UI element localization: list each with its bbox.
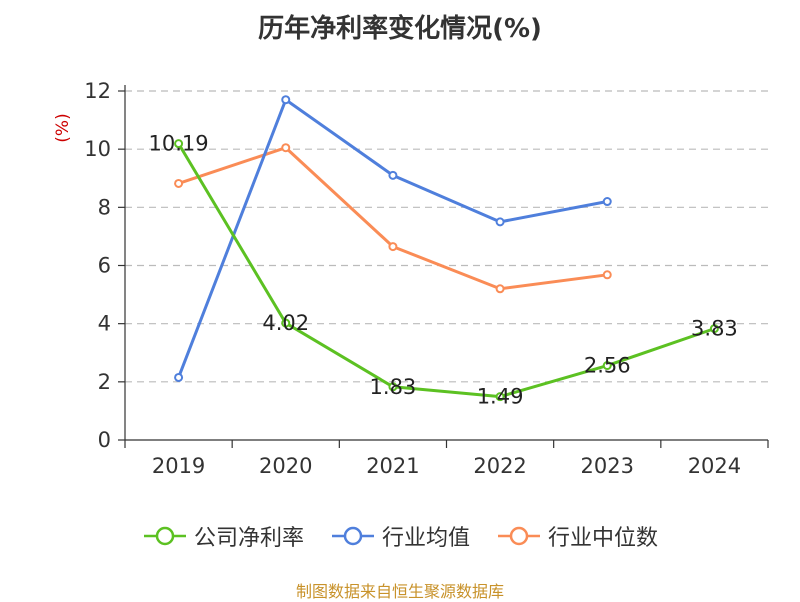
data-label: 4.02 (262, 311, 309, 335)
legend-marker-icon (331, 526, 374, 546)
legend-item-industry-mean[interactable]: 行业均值 (330, 520, 470, 552)
y-tick-label: 8 (98, 195, 111, 219)
legend-label: 行业均值 (381, 526, 470, 551)
y-tick-label: 12 (84, 79, 111, 103)
data-label: 1.49 (477, 385, 524, 409)
data-point[interactable] (281, 95, 291, 105)
data-labels: 10.19 4.02 1.83 1.49 2.56 3.83 (149, 132, 738, 409)
data-point[interactable] (495, 217, 505, 227)
data-point[interactable] (281, 318, 291, 328)
y-axis-unit-label: (%) (53, 113, 73, 142)
y-tick-labels: 0 2 4 6 8 10 12 (84, 79, 111, 452)
legend-item-company[interactable]: 公司净利率 (142, 520, 304, 552)
data-point[interactable] (602, 361, 612, 371)
data-label: 2.56 (584, 354, 631, 378)
data-point[interactable] (495, 284, 505, 294)
x-tick-labels: 2019 2020 2021 2022 2023 2024 (152, 454, 741, 478)
data-point[interactable] (174, 372, 184, 382)
chart-title: 历年净利率变化情况(%) (258, 14, 542, 44)
y-tick-label: 6 (98, 254, 111, 278)
data-point[interactable] (388, 382, 398, 392)
data-point[interactable] (709, 324, 719, 334)
x-tick-label: 2020 (259, 454, 312, 478)
data-point[interactable] (602, 270, 612, 280)
series-line (177, 98, 608, 379)
data-source-note: 制图数据来自恒生聚源数据库 (295, 582, 504, 601)
legend-marker-icon (498, 526, 540, 546)
grid-lines (125, 90, 768, 383)
y-tick-label: 2 (98, 370, 111, 394)
data-point[interactable] (495, 392, 505, 402)
legend-marker-icon (143, 526, 186, 546)
y-tick-label: 10 (84, 137, 111, 161)
data-point[interactable] (388, 242, 398, 252)
data-point[interactable] (281, 143, 291, 153)
data-point[interactable] (174, 178, 184, 188)
legend-label: 行业中位数 (548, 526, 659, 551)
x-tick-label: 2024 (688, 454, 741, 478)
data-label: 3.83 (691, 317, 738, 341)
data-point[interactable] (602, 197, 612, 207)
y-tick-label: 4 (98, 312, 111, 336)
data-point[interactable] (388, 170, 398, 180)
y-tick-label: 0 (98, 428, 111, 452)
legend-label: 公司净利率 (193, 526, 304, 551)
legend-item-industry-median[interactable]: 行业中位数 (496, 520, 658, 552)
x-tick-label: 2022 (473, 454, 526, 478)
series-line (177, 142, 715, 399)
legend: 公司净利率 行业均值 行业中位数 (0, 520, 800, 552)
x-tick-label: 2023 (581, 454, 634, 478)
data-label: 1.83 (370, 375, 417, 399)
data-point[interactable] (174, 139, 184, 149)
x-tick-label: 2021 (366, 454, 419, 478)
data-label: 10.19 (149, 132, 209, 156)
series-line (178, 146, 608, 291)
x-tick-label: 2019 (152, 454, 205, 478)
axes (118, 85, 769, 448)
series-lines (174, 95, 719, 402)
